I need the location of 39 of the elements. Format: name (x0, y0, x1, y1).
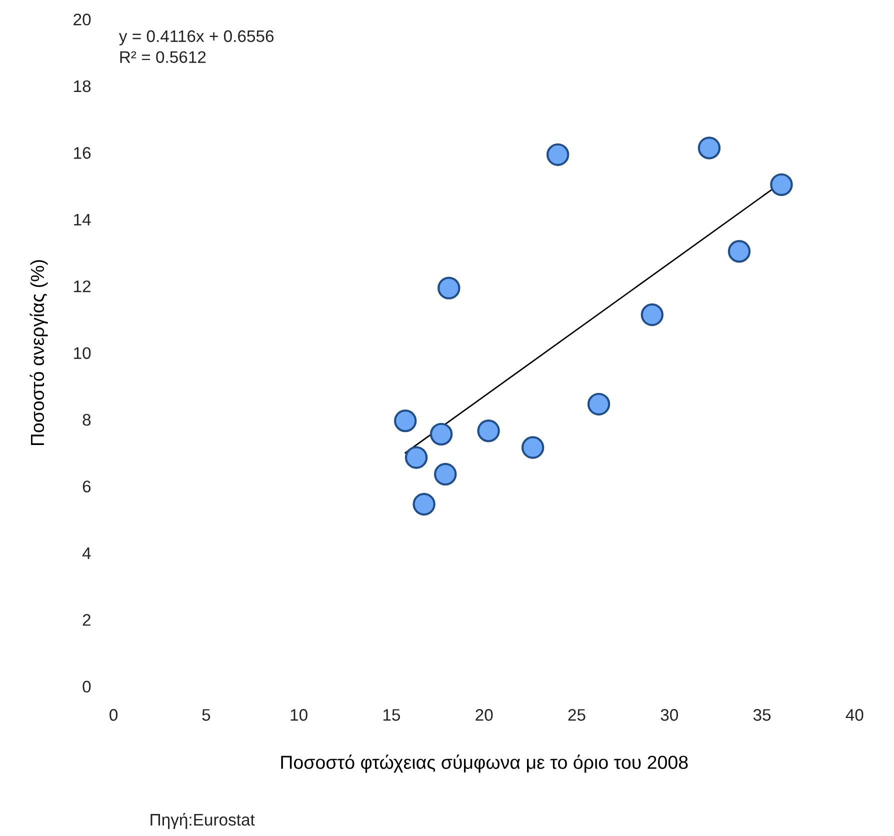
y-tick-label: 14 (74, 214, 91, 226)
y-axis-title: Ποσοστό ανεργίας (%) (30, 260, 48, 446)
point (394, 409, 417, 432)
point (404, 446, 428, 469)
y-tick-label: 12 (74, 280, 90, 292)
y-tick-label: 0 (82, 680, 91, 693)
point (412, 492, 436, 516)
point (430, 422, 453, 446)
x-tick-label: 5 (202, 709, 210, 721)
point (521, 436, 544, 459)
point (640, 303, 664, 326)
annotation: y = 0.4116x + 0.6556 (118, 30, 274, 46)
point (698, 136, 721, 160)
point (587, 392, 610, 416)
y-tick-label: 8 (82, 414, 91, 426)
point (477, 420, 500, 442)
x-tick-label: 15 (383, 709, 400, 721)
x-tick-label: 25 (568, 709, 586, 721)
y-tick-label: 20 (74, 14, 91, 26)
point (434, 462, 457, 486)
y-tick-label: 16 (74, 147, 91, 159)
point (770, 173, 793, 196)
annotation: R² = 0.5612 (120, 51, 206, 63)
x-tick-label: 35 (753, 709, 771, 721)
y-tick-label: 10 (74, 347, 91, 359)
x-axis-title: Ποσοστό φτώχειας σύμφωνα με το όριο του 2008 (281, 754, 688, 773)
x-tick-label: 20 (476, 709, 493, 721)
point (728, 240, 751, 263)
text: Πηγή:Eurostat (150, 812, 255, 829)
y-tick-label: 6 (82, 480, 91, 492)
y-tick-label: 18 (74, 80, 91, 92)
y-tick-label: 4 (82, 548, 91, 559)
point (438, 276, 460, 300)
x-tick-label: 0 (110, 709, 118, 721)
x-tick-label: 30 (660, 709, 678, 721)
point (546, 143, 570, 166)
y-tick-label: 2 (82, 614, 90, 626)
x-tick-label: 40 (846, 709, 864, 721)
x-tick-label: 10 (290, 709, 308, 721)
